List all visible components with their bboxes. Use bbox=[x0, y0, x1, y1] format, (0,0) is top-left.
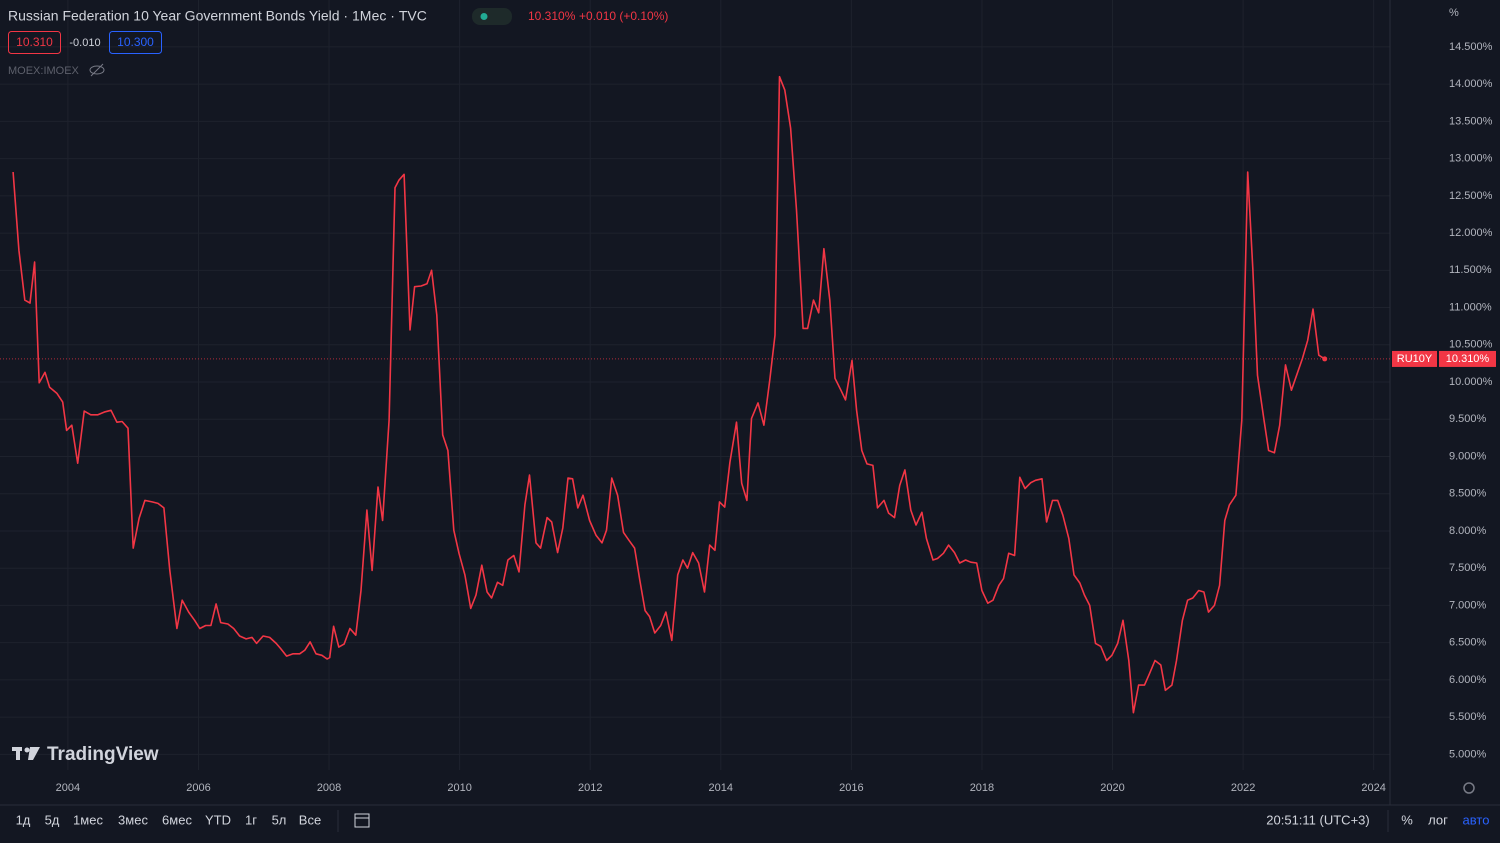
y-tick-label: 8.500% bbox=[1449, 488, 1487, 500]
y-tick-label: 9.500% bbox=[1449, 413, 1487, 425]
change: +0.010 (+0.10%) bbox=[579, 9, 668, 23]
ticker-label: RU10Y bbox=[1397, 353, 1433, 365]
date-range-icon[interactable] bbox=[354, 813, 370, 828]
y-tick-label: 11.000% bbox=[1449, 301, 1492, 313]
price-label: 10.310% bbox=[1446, 353, 1490, 365]
y-axis-label: % bbox=[1449, 7, 1459, 19]
y-tick-label: 10.000% bbox=[1449, 376, 1493, 388]
logo: TradingView bbox=[47, 744, 159, 765]
y-tick-label: 12.000% bbox=[1449, 227, 1493, 239]
x-tick-label: 2008 bbox=[317, 782, 341, 794]
range-button[interactable]: 5л bbox=[272, 812, 287, 827]
y-tick-label: 13.500% bbox=[1449, 115, 1493, 127]
y-tick-label: 5.500% bbox=[1449, 711, 1487, 723]
y-tick-label: 9.000% bbox=[1449, 450, 1487, 462]
bid: 10.310 bbox=[16, 35, 53, 49]
y-tick-label: 13.000% bbox=[1449, 153, 1493, 165]
log-toggle[interactable]: лог bbox=[1428, 812, 1448, 827]
x-tick-label: 2014 bbox=[709, 782, 733, 794]
y-tick-label: 5.000% bbox=[1449, 748, 1487, 760]
y-tick-label: 12.500% bbox=[1449, 190, 1493, 202]
bid-box[interactable] bbox=[8, 31, 61, 54]
status-dot bbox=[480, 13, 488, 20]
y-tick-label: 7.000% bbox=[1449, 599, 1487, 611]
x-tick-label: 2012 bbox=[578, 782, 602, 794]
grid bbox=[0, 0, 1390, 770]
range-button[interactable]: 1мес bbox=[73, 812, 103, 827]
overlay-symbol: MOEX:IMOEX bbox=[8, 65, 80, 77]
clock: 20:51:11 (UTC+3) bbox=[1266, 812, 1369, 827]
quote: 10.310% bbox=[528, 9, 576, 23]
last-point bbox=[1322, 356, 1328, 362]
status-badge[interactable] bbox=[472, 8, 512, 25]
ask-box[interactable] bbox=[109, 31, 162, 54]
auto-toggle[interactable]: авто bbox=[1463, 812, 1490, 827]
range-button[interactable]: 6мес bbox=[162, 812, 192, 827]
ask: 10.300 bbox=[117, 35, 154, 49]
x-tick-label: 2004 bbox=[56, 782, 80, 794]
y-tick-label: 11.500% bbox=[1449, 264, 1492, 276]
range-button[interactable]: Все bbox=[299, 812, 321, 827]
x-tick-label: 2018 bbox=[970, 782, 994, 794]
y-tick-label: 6.500% bbox=[1449, 637, 1487, 649]
y-tick-label: 10.500% bbox=[1449, 339, 1493, 351]
range-button[interactable]: 3мес bbox=[118, 812, 148, 827]
x-tick-label: 2006 bbox=[186, 782, 210, 794]
range-button[interactable]: 1г bbox=[245, 812, 257, 827]
logo-icon bbox=[12, 747, 40, 760]
x-tick-label: 2016 bbox=[839, 782, 863, 794]
y-tick-label: 7.500% bbox=[1449, 562, 1487, 574]
price-tag bbox=[1439, 350, 1496, 367]
y-tick-label: 6.000% bbox=[1449, 674, 1487, 686]
hide-icon[interactable] bbox=[89, 63, 105, 77]
spread: -0.010 bbox=[69, 37, 100, 49]
x-tick-label: 2022 bbox=[1231, 782, 1255, 794]
percent-toggle[interactable]: % bbox=[1401, 812, 1413, 827]
yield-line bbox=[12, 75, 1326, 714]
range-button[interactable]: YTD bbox=[205, 812, 231, 827]
title: Russian Federation 10 Year Government Bo… bbox=[8, 8, 427, 24]
range-button[interactable]: 1д bbox=[16, 812, 31, 827]
x-tick-label: 2024 bbox=[1361, 782, 1385, 794]
x-tick-label: 2010 bbox=[447, 782, 471, 794]
y-tick-label: 14.000% bbox=[1449, 78, 1493, 90]
range-button[interactable]: 5д bbox=[45, 812, 60, 827]
settings-icon[interactable] bbox=[1463, 782, 1475, 794]
y-tick-label: 14.500% bbox=[1449, 41, 1493, 53]
y-tick-label: 8.000% bbox=[1449, 525, 1487, 537]
ticker-tag bbox=[1392, 350, 1437, 367]
x-tick-label: 2020 bbox=[1100, 782, 1124, 794]
